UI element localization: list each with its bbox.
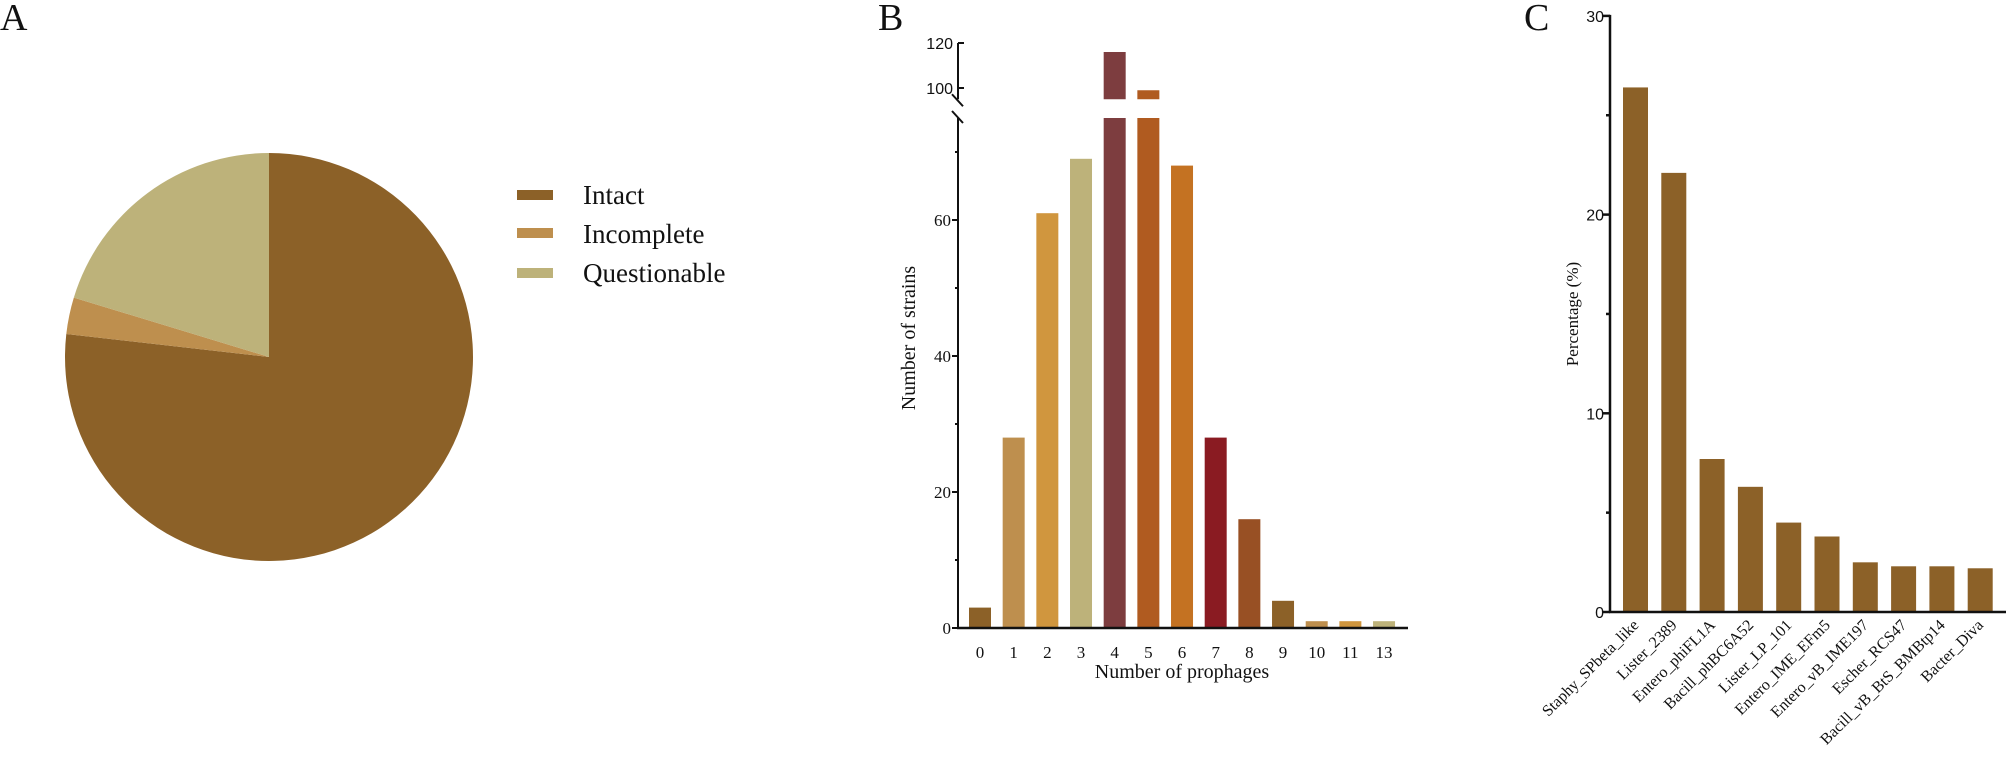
x-tick-label: 10 [1308,643,1325,662]
bar-Entero_vB_IME197 [1852,562,1878,612]
y-tick-label: 30 [1586,9,1604,26]
x-tick-label: 2 [1043,643,1052,662]
axis-break-mark [951,110,964,124]
x-tick-label: 11 [1342,643,1358,662]
bar-upper-4 [1103,52,1126,100]
bar-4 [1103,118,1126,628]
bar-10 [1305,621,1328,628]
bars [969,52,1396,629]
pie-legend: Intact Incomplete Questionable [517,180,725,288]
y-axis-title: Number of strains [898,266,920,411]
axes [1603,14,2006,614]
bar-6 [1171,165,1194,628]
x-ticks: 0 1 2 3 4 5 6 7 8 9 10 11 13 [976,643,1393,662]
x-tick-label: 3 [1077,643,1086,662]
x-axis-title: Number of prophages [1095,661,1270,683]
bar-9 [1272,600,1295,628]
legend-label-questionable: Questionable [583,258,725,288]
y-tick-label: 40 [934,347,951,366]
y-tick-label: 100 [926,81,953,98]
x-tick-label: 5 [1144,643,1153,662]
legend-item-incomplete: Incomplete [517,219,704,249]
pie-chart [64,153,474,562]
x-tick-label: 4 [1110,643,1119,662]
bar-Staphy_SPbeta_like [1623,87,1648,612]
panel-label-b: B [878,0,903,39]
y-tick-label: 20 [934,483,951,502]
y-tick-label: 0 [943,619,952,638]
y-tick-label: 60 [934,211,951,230]
bar-Escher_RCS47 [1891,566,1917,612]
bar-Entero_phiFL1A [1699,459,1725,612]
pie-slice-questionable [73,153,269,357]
x-tick-label: 1 [1009,643,1018,662]
y-tick-label: 10 [1586,406,1604,423]
y-tick-label: 20 [1586,208,1604,225]
bar-13 [1373,621,1396,628]
axes [951,42,1408,630]
bar-upper-5 [1137,90,1160,100]
legend-swatch-intact [517,190,553,200]
x-ticks: Staphy_SPbeta_like Lister_2389 Entero_ph… [1539,616,1987,748]
bar-7 [1204,437,1227,628]
bar-1 [1002,437,1025,628]
bar-0 [969,607,991,628]
panel-label-c: C [1524,0,1549,39]
legend-swatch-incomplete [517,228,553,238]
bar-5 [1137,118,1160,628]
legend-item-intact: Intact [517,180,645,210]
legend-label-intact: Intact [583,180,645,210]
bar-Bacill_vB_BtS_BMBtp14 [1929,566,1955,612]
x-tick-label: 9 [1279,643,1288,662]
y-ticks: 0 20 40 60 100 120 [926,36,953,638]
bar-11 [1339,621,1362,628]
legend-swatch-questionable [517,268,553,278]
x-tick-label: 8 [1245,643,1254,662]
bar-Lister_LP_101 [1776,522,1802,612]
prophage-count-chart: 0 20 40 60 100 120 0 1 2 3 4 5 6 7 8 9 1… [898,36,1408,683]
pie-slice-incomplete [66,297,270,357]
legend-item-questionable: Questionable [517,258,725,288]
x-tick-label: 13 [1376,643,1393,662]
bar-8 [1238,519,1261,628]
y-tick-label: 0 [1595,605,1604,622]
y-tick-label: 120 [926,36,953,53]
bar-Lister_2389 [1661,172,1687,613]
x-tick-label: 6 [1178,643,1187,662]
bar-Entero_IME_EFm5 [1814,536,1840,612]
bars [1623,87,1993,613]
bar-Bacill_phBC6A52 [1737,486,1763,612]
axis-break-mark [951,93,964,107]
bar-Bacter_Diva [1967,568,1993,612]
panel-label-a: A [0,0,28,39]
x-tick-label: 0 [976,643,985,662]
pie-slice-intact [64,153,474,562]
phage-percentage-chart: 0 10 20 30 Staphy_SPbeta_like Lister_238… [1539,9,2006,748]
bar-3 [1070,158,1093,629]
y-ticks: 0 10 20 30 [1586,9,1604,622]
x-tick-label: 7 [1211,643,1220,662]
y-axis-title: Percentage (%) [1563,262,1582,366]
bar-2 [1036,213,1059,628]
legend-label-incomplete: Incomplete [583,219,704,249]
